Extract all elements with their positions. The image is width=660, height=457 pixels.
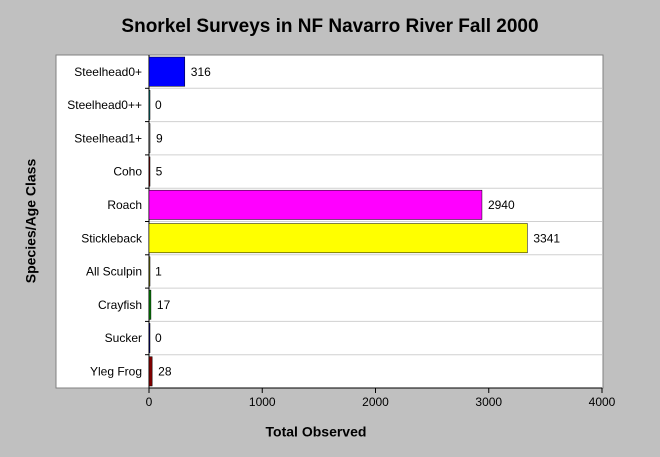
bar [148, 56, 186, 87]
y-tick-label: Sucker [105, 331, 142, 345]
bar [148, 256, 151, 287]
x-tick-label: 1000 [249, 395, 276, 409]
bar [148, 189, 483, 220]
value-label: 1 [155, 265, 162, 279]
bar [148, 289, 152, 320]
y-tick-label: Yleg Frog [90, 365, 142, 379]
y-tick-label: Crayfish [98, 298, 142, 312]
value-label: 2940 [488, 198, 515, 212]
y-tick-label: Steelhead1+ [74, 131, 142, 145]
bar [148, 323, 151, 353]
bar [148, 90, 151, 120]
value-label: 0 [155, 98, 162, 112]
x-tick-label: 3000 [475, 395, 502, 409]
value-label: 0 [155, 331, 162, 345]
y-axis-title: Species/Age Class [23, 159, 39, 284]
value-label: 17 [157, 298, 171, 312]
y-tick-label: Steelhead0+ [74, 65, 142, 79]
value-label: 9 [156, 131, 163, 145]
bar [148, 123, 151, 154]
value-label: 3341 [533, 231, 560, 245]
bar [148, 223, 528, 254]
y-tick-label: Stickleback [81, 231, 143, 245]
chart-title: Snorkel Surveys in NF Navarro River Fall… [121, 16, 538, 37]
x-tick-label: 0 [146, 395, 153, 409]
x-tick-label: 2000 [362, 395, 389, 409]
value-label: 28 [158, 365, 172, 379]
value-label: 316 [191, 65, 211, 79]
bar [148, 156, 151, 187]
y-tick-label: All Sculpin [86, 265, 142, 279]
y-tick-label: Steelhead0++ [67, 98, 142, 112]
bar [148, 356, 153, 387]
y-tick-label: Roach [107, 198, 142, 212]
value-label: 5 [156, 165, 163, 179]
x-axis-title: Total Observed [266, 424, 367, 440]
x-tick-label: 4000 [589, 395, 616, 409]
y-tick-label: Coho [113, 165, 142, 179]
